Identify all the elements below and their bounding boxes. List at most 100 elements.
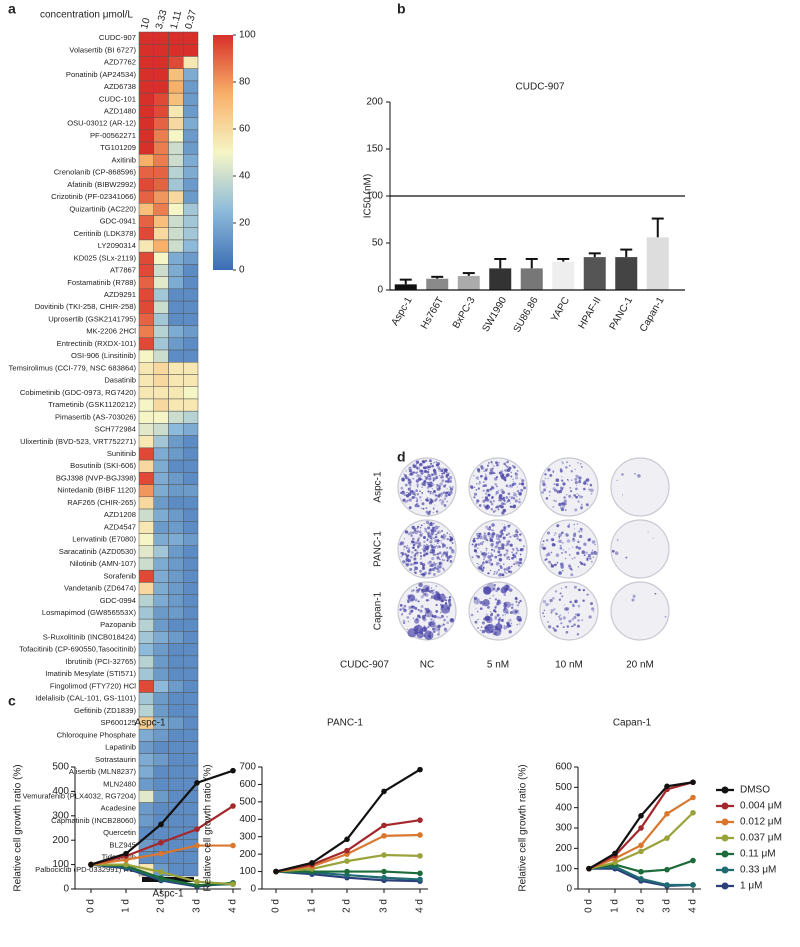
row-label: Cobimetinib (GDC-0973, RG7420) <box>20 388 137 397</box>
colony <box>436 615 440 619</box>
panel-label: c <box>8 693 16 709</box>
treatment-label: CUDC-907 <box>340 660 389 671</box>
colony <box>434 493 437 496</box>
heatmap-cell <box>153 178 169 192</box>
colony <box>416 631 424 639</box>
colony <box>559 614 562 617</box>
colony <box>518 482 521 485</box>
colony <box>425 507 428 510</box>
heatmap-cell <box>183 56 199 69</box>
colony <box>496 463 499 465</box>
colony <box>501 490 505 495</box>
row-label: MK-2206 2HCl <box>86 327 136 336</box>
colony <box>500 470 504 473</box>
colony <box>625 556 628 559</box>
heatmap-cell <box>138 398 154 412</box>
colony <box>435 463 439 467</box>
legend-label: 1 μM <box>740 881 762 892</box>
colony <box>428 585 430 587</box>
colony <box>562 626 565 629</box>
colony <box>503 508 507 512</box>
heatmap-cell <box>153 423 169 436</box>
colony <box>430 545 434 548</box>
row-label: Vemurafenib (PLX4032, RG7204) <box>22 791 136 800</box>
colony <box>578 530 581 533</box>
colony <box>411 541 413 543</box>
heatmap-cell <box>153 141 169 155</box>
colony <box>549 598 553 603</box>
heatmap-cell <box>153 765 169 779</box>
colony <box>545 554 548 557</box>
heatmap-cell <box>168 178 184 192</box>
row-label: Temsirolimus (CCI-779, NSC 683864) <box>9 363 137 372</box>
colony <box>434 534 436 536</box>
colony <box>432 589 435 592</box>
colony <box>401 554 404 556</box>
colony <box>542 599 547 604</box>
colony <box>423 522 425 525</box>
colony <box>406 628 409 631</box>
column-label: 10 nM <box>555 660 583 671</box>
colony <box>408 608 410 611</box>
colony <box>420 507 422 509</box>
colony <box>559 486 563 489</box>
colony <box>492 529 495 532</box>
colony <box>556 490 560 494</box>
colony <box>547 552 551 557</box>
colony <box>491 548 493 551</box>
colony <box>498 499 501 502</box>
legend-marker <box>721 866 729 874</box>
colony <box>449 485 452 489</box>
colony <box>487 559 490 562</box>
colony <box>498 573 502 577</box>
colony <box>448 611 450 613</box>
x-tick-label: HPAF-II <box>577 295 604 331</box>
colony <box>446 597 448 599</box>
colony <box>416 485 419 488</box>
row-label: OSU-03012 (AR-12) <box>67 119 136 128</box>
colony <box>494 509 497 512</box>
colony <box>647 531 649 533</box>
colony <box>403 621 406 625</box>
row-label: Imatinib Mesylate (STI571) <box>45 669 136 678</box>
colony <box>427 531 430 535</box>
colony <box>514 482 517 485</box>
row-label: AZD7762 <box>104 58 136 67</box>
colony <box>491 471 495 475</box>
colony <box>415 460 420 464</box>
colony <box>479 542 481 544</box>
colony <box>441 600 444 603</box>
colony <box>399 491 402 495</box>
colony <box>433 544 436 546</box>
colony <box>553 563 557 567</box>
colony <box>494 615 498 619</box>
colony <box>442 534 445 536</box>
data-point <box>638 876 644 882</box>
colony <box>438 493 442 496</box>
colony <box>476 555 480 558</box>
colony <box>407 559 411 563</box>
colony <box>421 548 424 551</box>
colony <box>448 601 452 605</box>
heatmap-cell <box>183 728 199 742</box>
colony <box>522 486 527 490</box>
heatmap-cell <box>168 190 184 204</box>
heatmap-cell <box>138 582 154 595</box>
heatmap-cell <box>183 631 199 644</box>
y-tick-label: 300 <box>239 831 256 842</box>
colony <box>570 470 574 473</box>
colony <box>425 477 428 480</box>
colony <box>414 557 416 560</box>
colony <box>513 563 516 566</box>
colony <box>489 468 494 472</box>
colony <box>421 491 424 494</box>
heatmap-cell <box>168 435 184 449</box>
heatmap-cell <box>153 313 169 326</box>
heatmap-cell <box>153 92 169 106</box>
colony <box>438 499 442 502</box>
colony <box>427 561 431 565</box>
colony <box>436 542 439 544</box>
heatmap-cell <box>168 765 184 779</box>
colony <box>445 599 448 602</box>
colony <box>424 593 429 597</box>
